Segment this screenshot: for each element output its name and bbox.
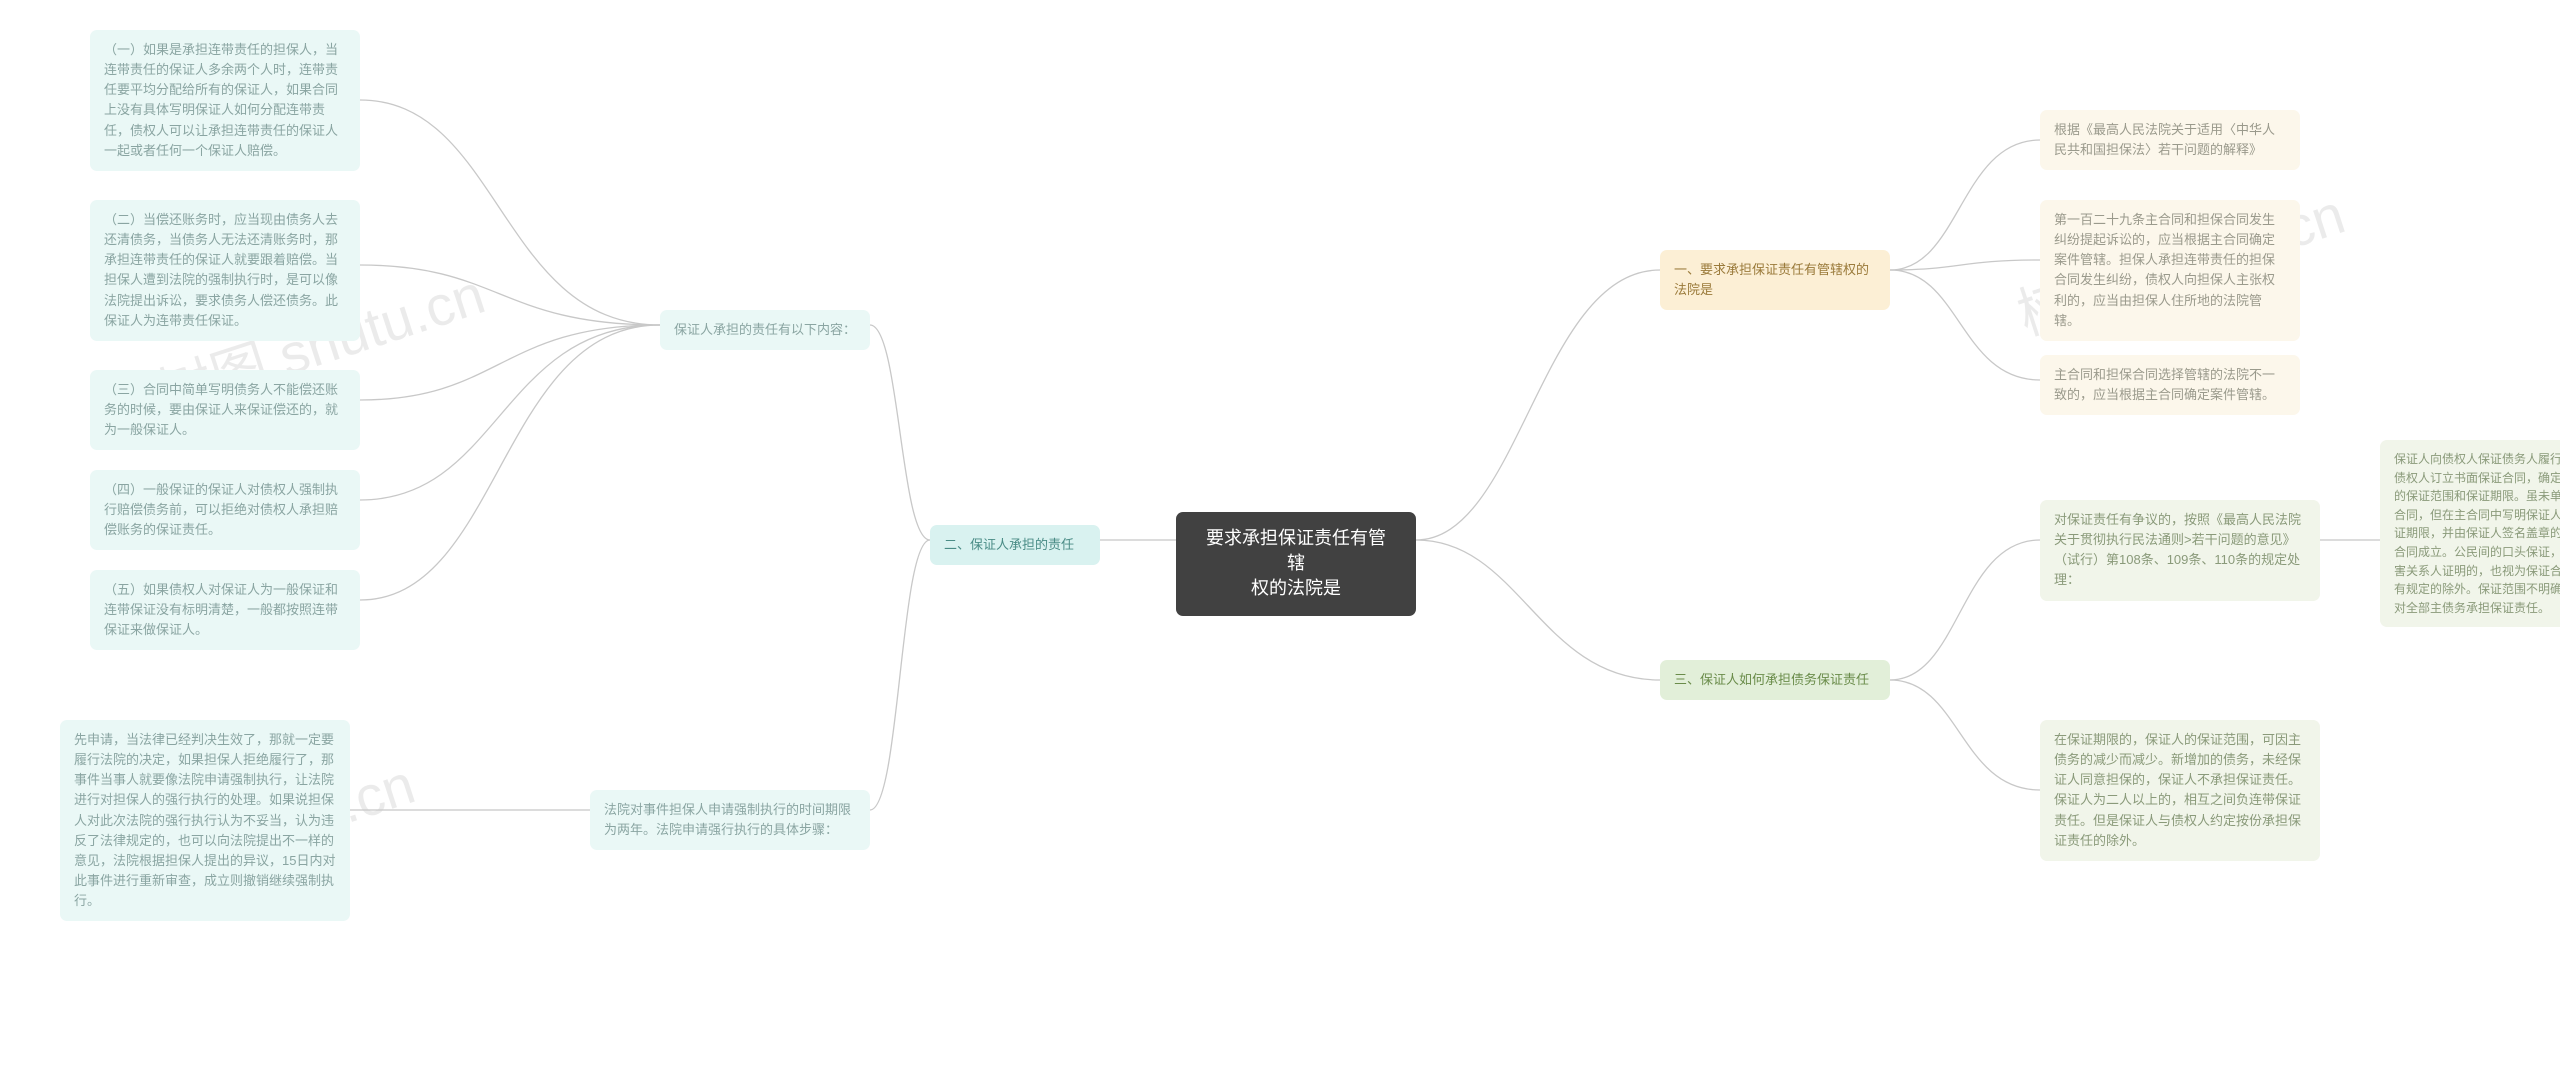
branch-2-leaf-5: （五）如果债权人对保证人为一般保证和连带保证没有标明清楚，一般都按照连带保证来做… xyxy=(90,570,360,650)
branch-3-leaf-1: 对保证责任有争议的，按照《最高人民法院关于贯彻执行民法通则>若干问题的意见》（试… xyxy=(2040,500,2320,601)
branch-2-bottom-leaf-1: 先申请，当法律已经判决生效了，那就一定要履行法院的决定，如果担保人拒绝履行了，那… xyxy=(60,720,350,921)
branch-1-leaf-1: 根据《最高人民法院关于适用〈中华人民共和国担保法〉若干问题的解释》 xyxy=(2040,110,2300,170)
branch-2-leaf-1: （一）如果是承担连带责任的担保人，当连带责任的保证人多余两个人时，连带责任要平均… xyxy=(90,30,360,171)
branch-1-leaf-3: 主合同和担保合同选择管辖的法院不一致的，应当根据主合同确定案件管辖。 xyxy=(2040,355,2300,415)
branch-1: 一、要求承担保证责任有管辖权的法院是 xyxy=(1660,250,1890,310)
branch-2-subhead-2: 法院对事件担保人申请强制执行的时间期限为两年。法院申请强行执行的具体步骤： xyxy=(590,790,870,850)
branch-2: 二、保证人承担的责任 xyxy=(930,525,1100,565)
branch-2-leaf-2: （二）当偿还账务时，应当现由债务人去还清债务，当债务人无法还清账务时，那承担连带… xyxy=(90,200,360,341)
branch-3: 三、保证人如何承担债务保证责任 xyxy=(1660,660,1890,700)
branch-2-subhead-1: 保证人承担的责任有以下内容： xyxy=(660,310,870,350)
branch-3-leaf-1-detail: 保证人向债权人保证债务人履行债务的，应当与债权人订立书面保证合同，确定保证人对主… xyxy=(2380,440,2560,627)
branch-3-leaf-2: 在保证期限的，保证人的保证范围，可因主债务的减少而减少。新增加的债务，未经保证人… xyxy=(2040,720,2320,861)
branch-2-leaf-3: （三）合同中简单写明债务人不能偿还账务的时候，要由保证人来保证偿还的，就为一般保… xyxy=(90,370,360,450)
branch-2-leaf-4: （四）一般保证的保证人对债权人强制执行赔偿债务前，可以拒绝对债权人承担赔偿账务的… xyxy=(90,470,360,550)
center-topic: 要求承担保证责任有管辖权的法院是 xyxy=(1176,512,1416,616)
branch-1-leaf-2: 第一百二十九条主合同和担保合同发生纠纷提起诉讼的，应当根据主合同确定案件管辖。担… xyxy=(2040,200,2300,341)
